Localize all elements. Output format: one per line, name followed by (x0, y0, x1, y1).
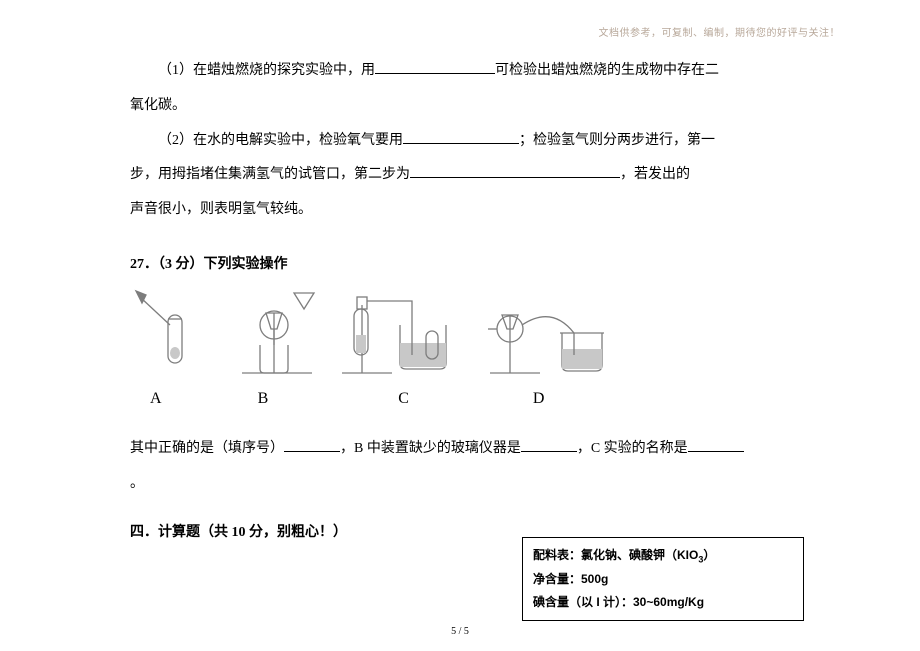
page-number: 5 / 5 (0, 626, 920, 637)
box-line1-b: ） (703, 548, 715, 562)
blank-6 (688, 437, 744, 452)
q27-ans-b: ，B 中装置缺少的玻璃仪器是 (340, 441, 521, 456)
apparatus-c-icon (332, 285, 482, 377)
document-content: （1）在蜡烛燃烧的探究实验中，用 可检验出蜡烛燃烧的生成物中存在二 氧化碳。 （2… (130, 56, 790, 552)
apparatus-d-icon (482, 285, 612, 377)
q1-line1: （1）在蜡烛燃烧的探究实验中，用 可检验出蜡烛燃烧的生成物中存在二 (130, 56, 790, 87)
q2-text-d: ，若发出的 (620, 167, 690, 182)
blank-4 (284, 437, 340, 452)
q27-ans-a: 其中正确的是（填序号） (130, 441, 284, 456)
header-note: 文档供参考，可复制、编制，期待您的好评与关注！ (599, 24, 841, 39)
image-labels: A B C D (130, 381, 790, 416)
apparatus-a-icon (130, 285, 222, 377)
q1-text-b: 可检验出蜡烛燃烧的生成物中存在二 (495, 63, 719, 78)
ingredient-box: 配料表：氯化钠、碘酸钾（KIO3） 净含量：500g 碘含量（以 I 计）：30… (522, 537, 804, 621)
q27-period: 。 (130, 469, 790, 500)
q2-text-c: 步，用拇指堵住集满氢气的试管口，第二步为 (130, 167, 410, 182)
q27-ans-c: ，C 实验的名称是 (577, 441, 688, 456)
q2-line3: 声音很小，则表明氢气较纯。 (130, 195, 790, 226)
q2-text-b: ；检验氢气则分两步进行，第一 (519, 133, 715, 148)
q2-line2: 步，用拇指堵住集满氢气的试管口，第二步为 ，若发出的 (130, 160, 790, 191)
q27-head: 27．（3 分）下列实验操作 (130, 250, 790, 281)
blank-2 (403, 129, 519, 144)
image-D (482, 285, 612, 377)
label-A: A (150, 381, 162, 416)
box-line3: 碘含量（以 I 计）：30~60mg/Kg (533, 591, 793, 614)
q2-text-a: （2）在水的电解实验中，检验氧气要用 (158, 133, 403, 148)
q27-answer-line: 其中正确的是（填序号） ，B 中装置缺少的玻璃仪器是 ，C 实验的名称是 (130, 434, 790, 465)
q1-line2: 氧化碳。 (130, 91, 790, 122)
label-C: C (398, 381, 409, 416)
q1-text-a: （1）在蜡烛燃烧的探究实验中，用 (158, 63, 375, 78)
experiment-images (130, 285, 790, 377)
label-D: D (533, 381, 545, 416)
blank-3 (410, 163, 620, 178)
box-line2: 净含量：500g (533, 568, 793, 591)
image-A (130, 285, 222, 377)
label-B: B (258, 381, 269, 416)
q2-line1: （2）在水的电解实验中，检验氧气要用 ；检验氢气则分两步进行，第一 (130, 126, 790, 157)
apparatus-b-icon (222, 285, 332, 377)
blank-5 (521, 437, 577, 452)
box-line1: 配料表：氯化钠、碘酸钾（KIO3） (533, 544, 793, 568)
box-line1-a: 配料表：氯化钠、碘酸钾（KIO (533, 548, 698, 562)
q27-head-text: 27．（3 分）下列实验操作 (130, 257, 288, 272)
image-B (222, 285, 332, 377)
blank-1 (375, 59, 495, 74)
image-C (332, 285, 482, 377)
